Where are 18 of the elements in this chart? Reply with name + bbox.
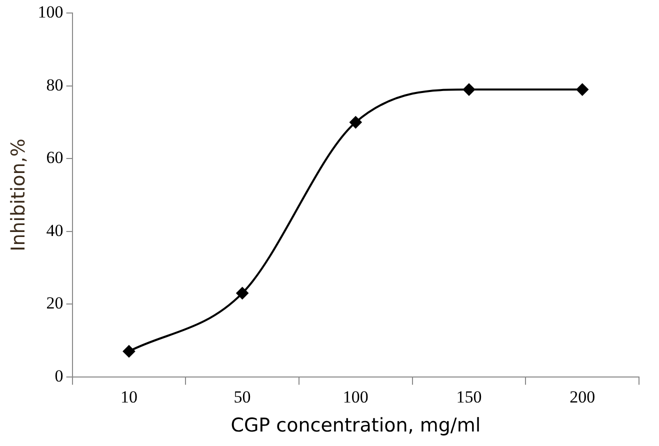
point: [350, 116, 362, 128]
y-axis-title: Inhibition,%: [7, 138, 30, 252]
x-tick-label: 100: [342, 387, 368, 406]
x-axis-title: CGP concentration, mg/ml: [230, 414, 481, 437]
y-tick-label: 0: [54, 366, 64, 386]
x-tick-label: 200: [570, 387, 596, 406]
y-tick-label: 100: [38, 2, 64, 22]
point: [236, 287, 248, 300]
y-tick-label: 40: [46, 220, 64, 240]
y-tick-label: 60: [46, 148, 64, 168]
y-tick-label: 80: [46, 75, 64, 94]
y-tick-label: 20: [46, 294, 64, 313]
point: [122, 345, 135, 358]
x-tick-label: 10: [120, 387, 138, 406]
point: [462, 84, 475, 96]
x-tick-label: 50: [234, 387, 251, 406]
x-tick-label: 150: [456, 387, 482, 406]
point: [576, 84, 588, 96]
